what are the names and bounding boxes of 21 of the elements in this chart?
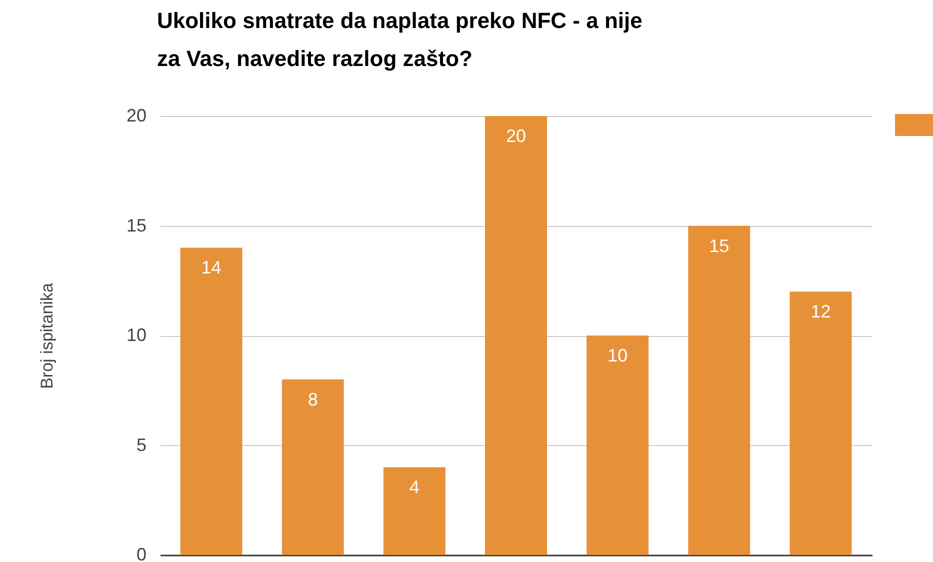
data-label: 14 (201, 258, 222, 278)
y-axis-title: Broj ispitanika (37, 282, 56, 389)
y-tick-label: 0 (136, 544, 146, 562)
bar (586, 336, 649, 555)
y-tick-label: 20 (126, 106, 146, 126)
bar (790, 292, 852, 555)
data-label: 12 (810, 302, 831, 322)
y-tick-label: 10 (126, 325, 146, 345)
bar (180, 248, 242, 555)
chart-title: Ukoliko smatrate da naplata preko NFC - a nije za Vas, navedite razlog zašto? (157, 8, 642, 71)
bar (485, 116, 547, 555)
y-tick-label: 5 (136, 434, 146, 455)
y-tick-label: 15 (126, 215, 146, 236)
data-label: 15 (709, 236, 730, 256)
bar (383, 467, 446, 555)
bar (688, 226, 750, 555)
data-label: 10 (608, 346, 628, 366)
data-label: 8 (308, 389, 318, 410)
data-label: 20 (506, 126, 526, 146)
bar (282, 379, 344, 555)
data-label: 4 (409, 477, 420, 498)
